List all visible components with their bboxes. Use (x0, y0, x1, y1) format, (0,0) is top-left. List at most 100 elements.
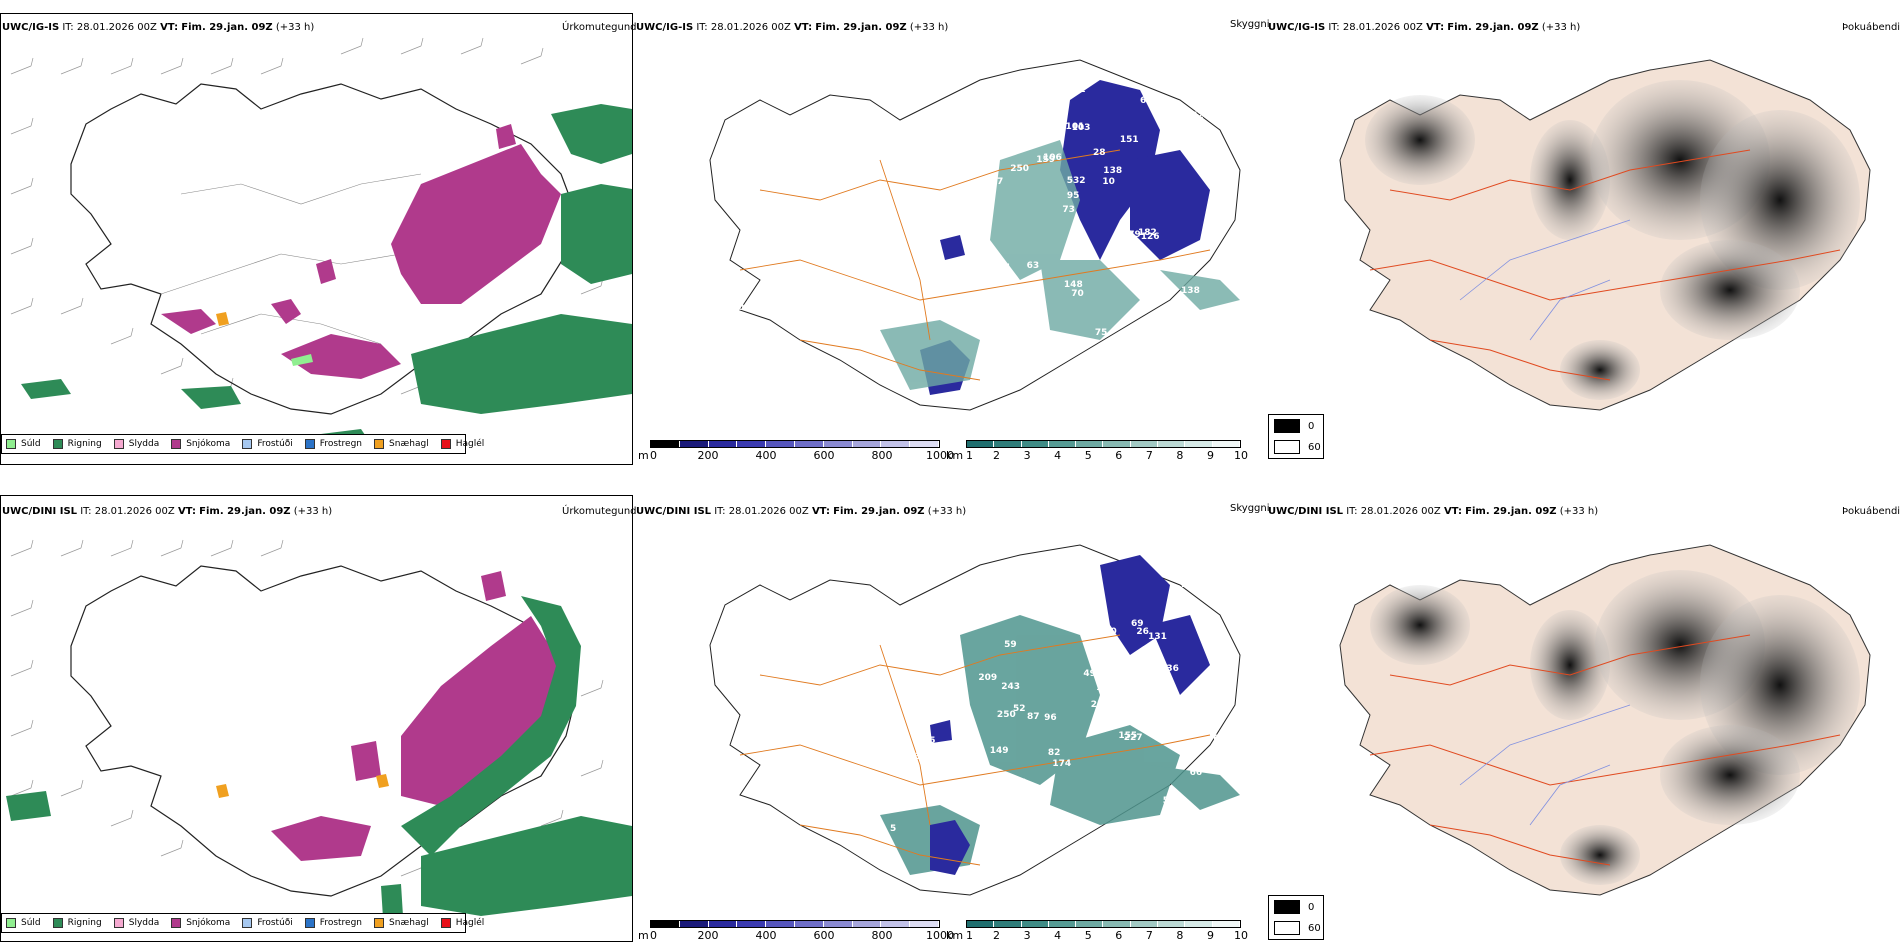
it-label: IT: (1328, 22, 1340, 33)
height-unit: m (638, 449, 649, 462)
visibility-value: 163 (1183, 314, 1203, 325)
height-colorbar-swatches (650, 920, 940, 928)
legend-swatch (242, 439, 253, 449)
fog-legend-2: 0 60 (1268, 895, 1324, 940)
precip-type-panel-1: Súld Rigning Slydda Snjókoma Frostúði Fr… (0, 13, 633, 465)
visibility-value: 120 (1015, 291, 1035, 302)
vt-label: VT: (794, 22, 813, 33)
legend-swatch (171, 439, 182, 449)
legend-label: Frostúði (257, 918, 293, 928)
colorbar-swatch (651, 921, 680, 927)
km-colorbar-2: km 1 2 3 4 5 6 7 8 9 10 (946, 920, 1248, 942)
it-value: 28.01.2026 00Z (94, 506, 175, 517)
colorbar-tick: 1 (966, 929, 973, 942)
colorbar-tick: 600 (813, 449, 835, 462)
visibility-value: 81 (1002, 318, 1016, 329)
legend-swatch (6, 918, 16, 928)
colorbar-tick: 8 (1176, 449, 1184, 462)
visibility-value: 111 (1066, 85, 1086, 96)
legend-label: Frostregn (319, 918, 363, 928)
fog-legend-row: 0 (1274, 419, 1314, 433)
colorbar-swatch (679, 441, 709, 447)
model-name: UWC/IG-IS (2, 22, 60, 33)
vt-label: VT: (1443, 506, 1462, 517)
colorbar-swatch (1158, 441, 1186, 447)
fog-dark-areas-1 (1365, 80, 1860, 400)
colorbar-swatch (1185, 441, 1213, 447)
colorbar-swatch (1103, 441, 1131, 447)
legend-swatch (52, 918, 63, 928)
colorbar-tick: 200 (697, 929, 719, 942)
iceland-outline-2 (70, 565, 577, 897)
colorbar-tick: 9 (1206, 449, 1214, 462)
colorbar-tick: 1 (966, 449, 973, 462)
visibility-value: 77 (990, 177, 1004, 188)
rivers-fog-2 (1459, 704, 1631, 826)
km-colorbar-ticks: 1 2 3 4 5 6 7 8 9 10 (966, 449, 1248, 463)
colorbar-tick: 10 (1234, 929, 1248, 942)
visibility-value: 170 (1063, 596, 1083, 607)
colorbar-swatch (766, 441, 795, 447)
roads-fog-1 (1369, 149, 1841, 381)
visibility-value: 131 (1148, 632, 1167, 643)
visibility-value: 49 (1083, 668, 1096, 679)
visibility-value: 33 (914, 751, 928, 762)
colorbar-swatch (766, 921, 795, 927)
legend-label: Snæhagl (389, 918, 429, 928)
colorbar-tick: 6 (1115, 929, 1123, 942)
legend-swatch (304, 918, 315, 928)
visibility-value: 182 (1137, 228, 1157, 239)
vt-value: Fim. 29.jan. 09Z (181, 22, 273, 33)
visibility-value: 286 (1182, 601, 1201, 612)
colorbar-swatch (651, 441, 680, 447)
visibility-value: 91 (998, 262, 1012, 273)
legend-item: Súld (6, 918, 41, 928)
visibility-value: 179 (1122, 230, 1141, 241)
vt-label: VT: (160, 22, 179, 33)
colorbar-swatch (881, 441, 911, 447)
colorbar-swatch (910, 441, 939, 447)
visibility-value: 68 (1013, 777, 1027, 788)
legend-swatch (6, 439, 16, 449)
visibility-value: 69 (1130, 619, 1144, 630)
colorbar-tick: 8 (1176, 929, 1184, 942)
visibility-value: 129 (1173, 815, 1193, 826)
roads-fog-2 (1369, 634, 1841, 866)
row-1: Súld Rigning Slydda Snjókoma Frostúði Fr… (0, 13, 1900, 465)
colorbar-swatch (1048, 441, 1077, 447)
colorbar-swatch (910, 921, 939, 927)
legend-item: Frostúði (242, 439, 293, 449)
height-colorbar-2: m 0 200 400 600 800 1000 (638, 920, 954, 942)
colorbar-tick: 3 (1023, 929, 1031, 942)
visibility-value: 52 (1012, 704, 1026, 715)
title-fog-2: Þokuábendi (1842, 506, 1900, 517)
lead-time: (+33 h) (1559, 506, 1599, 517)
visibility-value: 66 (842, 212, 856, 223)
visibility-value: 124 (977, 302, 997, 313)
lead-time: (+33 h) (909, 22, 949, 33)
vis-map-svg-1 (709, 59, 1241, 411)
title-vis-1: Skyggni (1230, 19, 1270, 30)
legend-label: Frostúði (257, 439, 293, 449)
colorbar-swatch (794, 921, 824, 927)
visibility-value: 174 (1095, 683, 1115, 694)
snow-hail-areas-1 (216, 312, 229, 326)
colorbar-tick: 1000 (926, 449, 954, 462)
title-precip-1: Úrkomutegund (562, 22, 637, 33)
visibility-value: 532 (1066, 176, 1086, 187)
title-precip-2: Úrkomutegund (562, 506, 637, 517)
legend-item: Snæhagl (374, 439, 429, 449)
visibility-value: 101 (1065, 122, 1085, 133)
vis-teal-areas-2 (880, 615, 1240, 875)
visibility-value: 250 (1010, 164, 1030, 175)
snow-areas-1 (161, 124, 561, 379)
colorbar-tick: 0 (650, 449, 657, 462)
colorbar-swatch (794, 441, 824, 447)
legend-label: Haglél (455, 439, 485, 449)
fog-legend-label: 60 (1308, 441, 1321, 453)
colorbar-tick: 4 (1054, 929, 1062, 942)
height-colorbar-swatches (650, 440, 940, 448)
visibility-value: 96 (1044, 713, 1057, 724)
colorbar-tick: 400 (755, 449, 777, 462)
it-label: IT: (80, 506, 92, 517)
